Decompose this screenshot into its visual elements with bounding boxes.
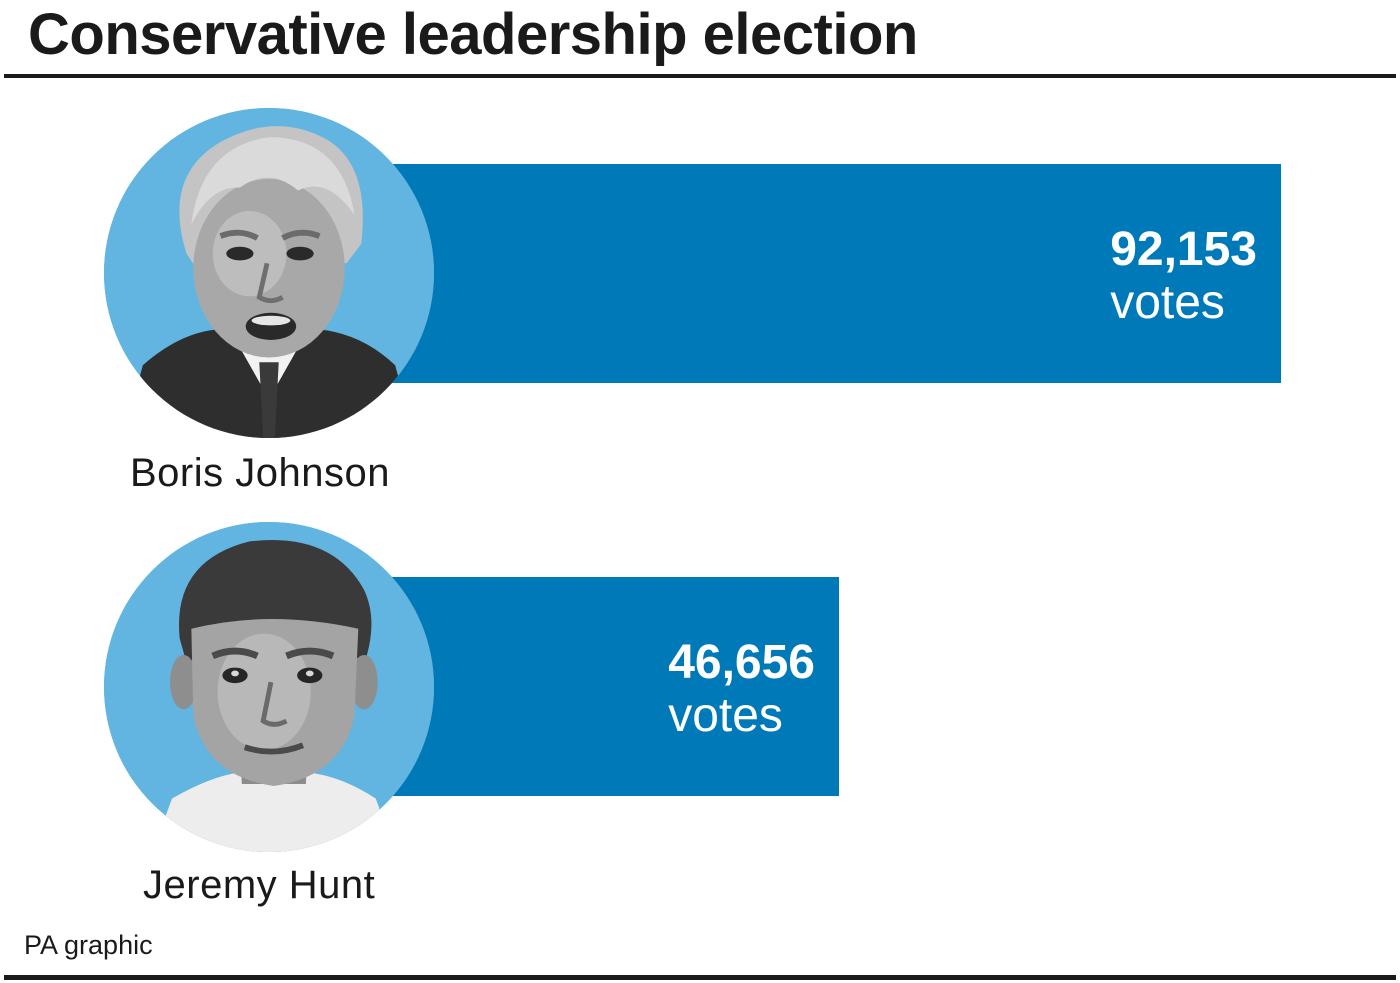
- vote-count: 92,153: [1110, 223, 1257, 276]
- bar-value-label: 46,656 votes: [668, 635, 815, 741]
- bar-value-label: 92,153 votes: [1110, 222, 1257, 328]
- bar-boris-johnson: 92,153 votes: [385, 164, 1281, 383]
- source-credit: PA graphic: [24, 930, 153, 960]
- top-rule: [4, 74, 1396, 78]
- vote-count: 46,656: [668, 636, 815, 689]
- bottom-rule: [4, 975, 1396, 980]
- vote-unit: votes: [1110, 276, 1225, 329]
- candidate-name: Jeremy Hunt: [143, 863, 376, 907]
- candidate-name: Boris Johnson: [130, 451, 390, 495]
- bar-jeremy-hunt: 46,656 votes: [385, 577, 839, 796]
- chart-title: Conservative leadership election: [28, 2, 918, 67]
- jeremy-hunt-portrait-icon: [104, 522, 434, 852]
- vote-unit: votes: [668, 689, 783, 742]
- boris-johnson-portrait-icon: [104, 108, 434, 438]
